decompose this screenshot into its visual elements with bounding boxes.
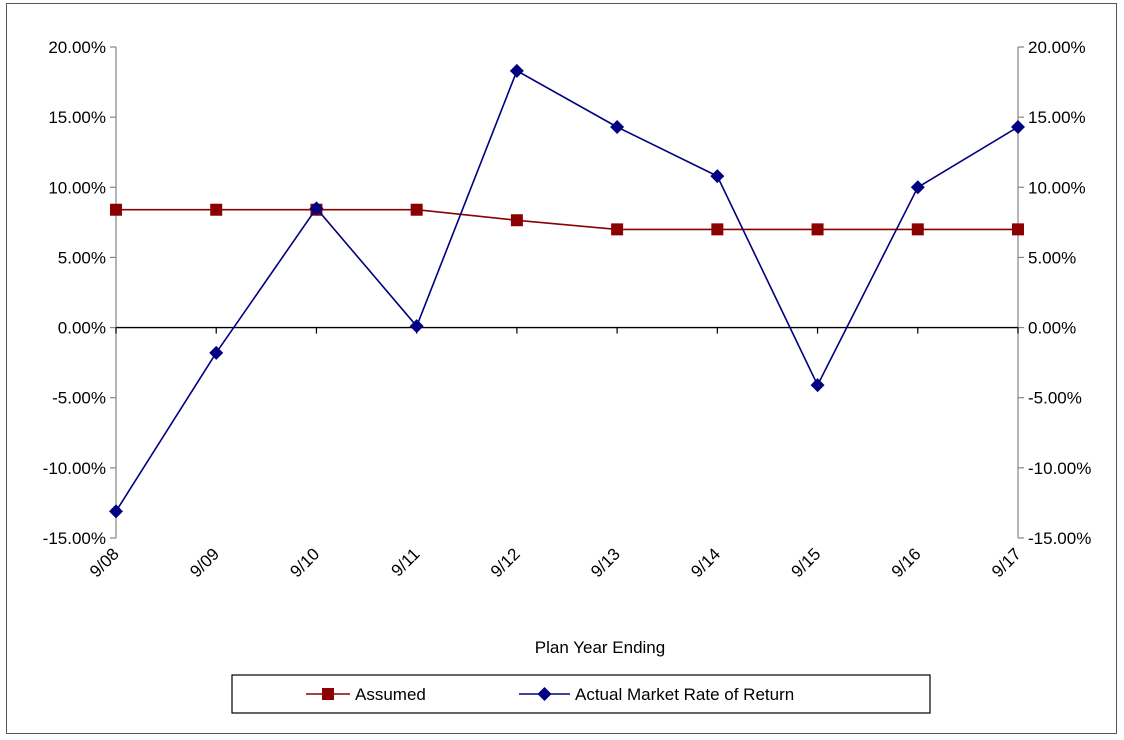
right-y-tick-label: 0.00% [1028,319,1076,338]
legend-label-assumed: Assumed [355,685,426,704]
legend-item-actual: Actual Market Rate of Return [519,685,794,704]
data-point-actual [309,201,324,216]
data-point-actual [409,319,424,334]
data-point-actual [1011,119,1025,134]
x-axis-title: Plan Year Ending [535,638,665,657]
x-tick-label: 9/15 [788,544,825,581]
data-point-assumed [911,223,924,236]
data-point-assumed [811,223,824,236]
data-point-actual [109,504,123,519]
data-point-assumed [1012,223,1024,236]
data-point-assumed [611,223,624,236]
data-point-assumed [410,203,423,216]
data-point-assumed [711,223,724,236]
x-tick-label: 9/13 [587,544,624,581]
legend-label-actual: Actual Market Rate of Return [575,685,794,704]
left-y-tick-label: 10.00% [48,178,106,197]
data-point-actual [209,345,224,360]
data-point-actual [710,169,725,184]
left-y-tick-label: -10.00% [43,459,106,478]
data-point-actual [910,180,925,195]
legend-item-assumed: Assumed [306,685,426,704]
right-y-tick-label: 10.00% [1028,178,1086,197]
axes [110,46,1024,539]
tick-labels: 20.00% 20.00% 15.00% 15.00% 10.00% 10.00% 5.00… [43,38,1092,581]
data-point-actual [810,378,825,393]
right-y-tick-label: 20.00% [1028,38,1086,57]
left-y-tick-label: 0.00% [58,319,106,338]
data-point-assumed [210,203,223,216]
legend: Assumed Actual Market Rate of Return [231,674,931,714]
data-point-assumed [510,214,523,227]
series-line-actual [115,69,1019,512]
x-tick-label: 9/09 [186,544,223,581]
left-y-tick-label: 20.00% [48,38,106,57]
x-tick-label: 9/14 [687,544,724,581]
chart-frame [6,3,1117,734]
data-point-actual [509,63,524,78]
x-tick-label: 9/10 [286,544,323,581]
x-tick-label: 9/16 [888,544,925,581]
data-point-actual [610,119,625,134]
right-y-tick-label: 5.00% [1028,248,1076,267]
data-point-assumed [110,203,122,216]
left-y-tick-label: -5.00% [52,389,106,408]
right-y-tick-label: 15.00% [1028,108,1086,127]
left-y-tick-label: -15.00% [43,529,106,548]
left-y-tick-label: 15.00% [48,108,106,127]
x-tick-label: 9/17 [988,544,1025,581]
left-y-tick-label: 5.00% [58,248,106,267]
right-y-tick-label: -15.00% [1028,529,1091,548]
right-y-tick-label: -10.00% [1028,459,1091,478]
right-y-tick-label: -5.00% [1028,389,1082,408]
series-line-assumed [116,208,1018,231]
legend-marker-actual [537,687,552,701]
x-tick-label: 9/08 [86,544,123,581]
legend-marker-assumed [322,688,334,700]
x-tick-label: 9/12 [487,544,524,581]
series-lines [109,63,1025,519]
x-tick-label: 9/11 [388,544,424,580]
